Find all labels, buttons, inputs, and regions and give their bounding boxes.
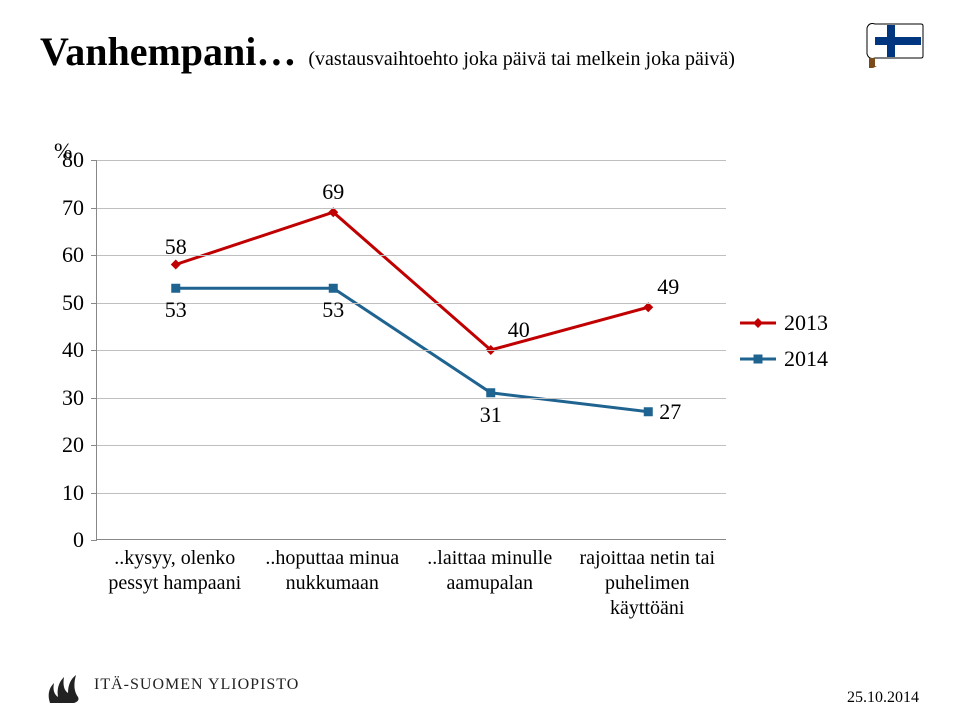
- y-tick-label: 20: [62, 432, 84, 458]
- legend-item: 2014: [740, 346, 828, 372]
- legend-marker-icon: [740, 315, 776, 331]
- y-tick-label: 0: [73, 527, 84, 553]
- legend-label: 2013: [784, 310, 828, 336]
- x-tick-label: ..laittaa minulle aamupalan: [411, 546, 569, 621]
- gridline: [97, 398, 726, 399]
- y-tick-label: 60: [62, 242, 84, 268]
- y-tick-label: 10: [62, 480, 84, 506]
- gridline: [97, 208, 726, 209]
- gridline: [97, 445, 726, 446]
- data-label: 27: [659, 399, 681, 425]
- gridline: [97, 493, 726, 494]
- data-label: 49: [657, 274, 679, 300]
- y-tick-label: 50: [62, 290, 84, 316]
- x-axis-labels: ..kysyy, olenko pessyt hampaani..hoputta…: [96, 546, 726, 621]
- data-label: 31: [480, 402, 502, 428]
- data-label: 58: [165, 234, 187, 260]
- finland-flag-icon: [865, 20, 929, 73]
- chart: 01020304050607080 5869404953533127 ..kys…: [40, 160, 910, 590]
- y-axis-labels: 01020304050607080: [40, 160, 90, 540]
- x-tick-label: ..hoputtaa minua nukkumaan: [254, 546, 412, 621]
- slide: Vanhempani… (vastausvaihtoehto joka päiv…: [0, 0, 959, 725]
- plot-area: 58 69 40 49 53 53 31 27: [96, 160, 726, 540]
- x-tick-label: ..kysyy, olenko pessyt hampaani: [96, 546, 254, 621]
- data-label: 40: [508, 317, 530, 343]
- y-tick-label: 70: [62, 195, 84, 221]
- legend-label: 2014: [784, 346, 828, 372]
- gridline: [97, 255, 726, 256]
- title-row: Vanhempani… (vastausvaihtoehto joka päiv…: [40, 28, 919, 75]
- legend-marker-icon: [740, 351, 776, 367]
- data-label: 53: [322, 297, 344, 323]
- gridline: [97, 350, 726, 351]
- y-tick-label: 80: [62, 147, 84, 173]
- gridline: [97, 160, 726, 161]
- data-label: 69: [322, 179, 344, 205]
- legend: 2013 2014: [740, 310, 828, 382]
- data-label: 53: [165, 297, 187, 323]
- title-main: Vanhempani…: [40, 28, 296, 75]
- y-tick-label: 30: [62, 385, 84, 411]
- footer-date: 25.10.2014: [847, 689, 919, 707]
- flame-icon: [40, 663, 84, 707]
- title-sub: (vastausvaihtoehto joka päivä tai melkei…: [308, 48, 735, 71]
- university-name: ITÄ-SUOMEN YLIOPISTO: [94, 676, 299, 694]
- legend-item: 2013: [740, 310, 828, 336]
- footer: ITÄ-SUOMEN YLIOPISTO 25.10.2014: [40, 663, 919, 707]
- gridline: [97, 303, 726, 304]
- university-logo: ITÄ-SUOMEN YLIOPISTO: [40, 663, 299, 707]
- y-tick-label: 40: [62, 337, 84, 363]
- x-tick-label: rajoittaa netin tai puhelimen käyttöäni: [569, 546, 727, 621]
